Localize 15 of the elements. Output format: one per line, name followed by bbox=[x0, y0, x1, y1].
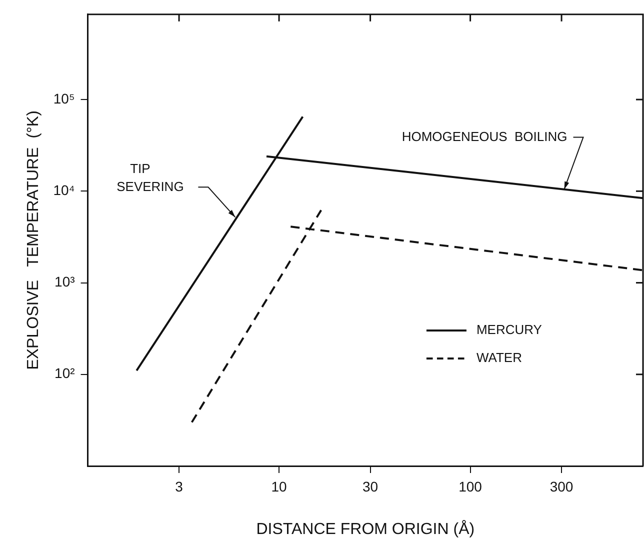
annotation: TIP SEVERING bbox=[116, 160, 184, 194]
x-axis-title: DISTANCE FROM ORIGIN (Å) bbox=[256, 520, 475, 538]
y-tick-label: 10⁴ bbox=[53, 182, 75, 198]
x-tick-label: 100 bbox=[458, 478, 482, 494]
x-tick-label: 300 bbox=[550, 478, 574, 494]
y-axis-title: EXPLOSIVE TEMPERATURE (°K) bbox=[25, 110, 42, 370]
x-tick-label: 3 bbox=[175, 478, 184, 494]
x-tick-label: 10 bbox=[271, 478, 288, 494]
legend-label: MERCURY bbox=[476, 322, 542, 338]
legend-label: WATER bbox=[476, 350, 522, 366]
y-tick-label: 10³ bbox=[54, 274, 76, 290]
y-tick-label: 10² bbox=[54, 365, 76, 382]
y-tick-label: 10⁵ bbox=[53, 90, 75, 106]
annotation: HOMOGENEOUS BOILING bbox=[402, 128, 568, 144]
x-tick-label: 30 bbox=[362, 478, 378, 494]
